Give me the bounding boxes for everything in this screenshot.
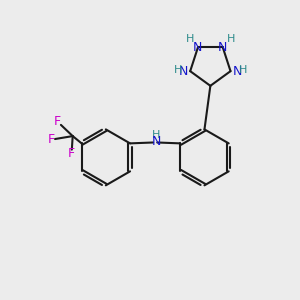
Text: N: N [179,65,188,78]
Text: N: N [218,41,227,54]
Text: H: H [152,130,160,140]
Text: N: N [193,41,203,54]
Text: F: F [68,147,75,160]
Text: F: F [54,116,61,128]
Text: F: F [48,133,55,146]
Text: N: N [152,135,161,148]
Text: H: H [174,65,182,75]
Text: H: H [227,34,235,44]
Text: H: H [239,65,247,75]
Text: H: H [185,34,194,44]
Text: N: N [232,65,242,78]
